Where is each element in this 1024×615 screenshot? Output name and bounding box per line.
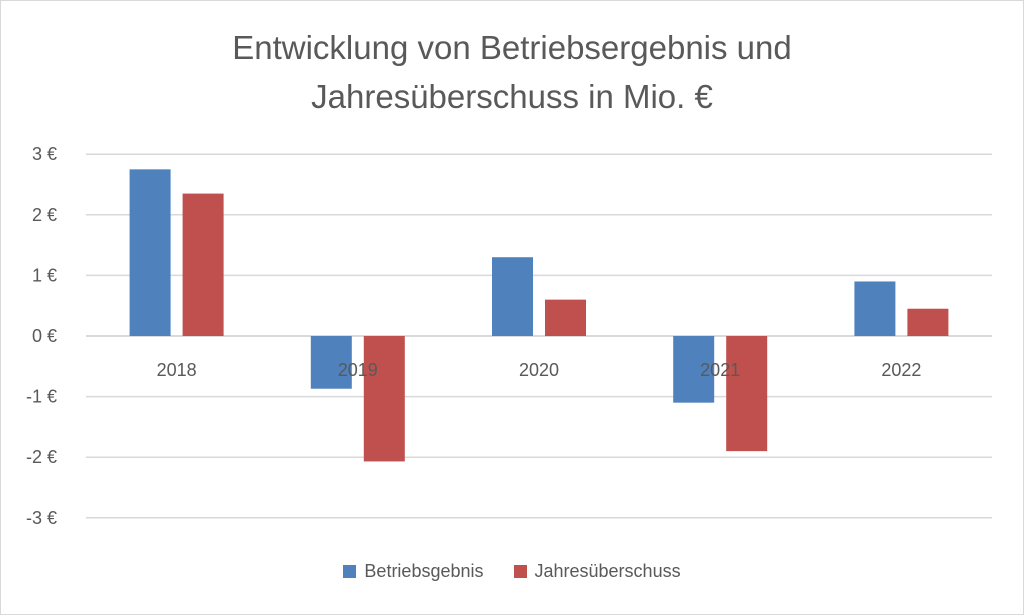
x-tick-label: 2022 bbox=[881, 360, 921, 380]
y-tick-label: 0 € bbox=[32, 326, 57, 346]
chart-title-line-1: Entwicklung von Betriebsergebnis und bbox=[232, 29, 792, 66]
y-tick-label: 3 € bbox=[32, 144, 57, 164]
legend-swatch bbox=[513, 565, 527, 578]
legend-swatch bbox=[343, 565, 357, 578]
bar-betriebsgebnis-2019 bbox=[310, 336, 352, 389]
bar-betriebsgebnis-2020 bbox=[492, 257, 533, 336]
bar-jahresueberschuss-2018 bbox=[182, 193, 224, 336]
bar-betriebsgebnis-2021 bbox=[673, 336, 715, 403]
y-tick-label: 2 € bbox=[32, 205, 57, 225]
x-tick-label: 2020 bbox=[519, 360, 559, 380]
bar-jahresueberschuss-2022 bbox=[907, 308, 949, 336]
y-tick-label: -3 € bbox=[26, 508, 57, 528]
chart-title-line-2: Jahresüberschuss in Mio. € bbox=[311, 78, 713, 115]
legend-item-jahresueberschuss: Jahresüberschuss bbox=[513, 561, 681, 582]
chart-legend: Betriebsgebnis Jahresüberschuss bbox=[0, 561, 1024, 582]
bar-jahresueberschuss-2021 bbox=[726, 336, 768, 452]
bar-betriebsgebnis-2022 bbox=[854, 281, 896, 336]
y-tick-label: -1 € bbox=[26, 387, 57, 407]
bar-jahresueberschuss-2020 bbox=[545, 299, 586, 336]
bar-betriebsgebnis-2018 bbox=[129, 169, 171, 336]
legend-item-betriebsgebnis: Betriebsgebnis bbox=[343, 561, 484, 582]
y-tick-label: 1 € bbox=[32, 265, 57, 285]
x-tick-label: 2018 bbox=[157, 360, 197, 380]
bar-jahresueberschuss-2019 bbox=[363, 336, 405, 462]
x-tick-label: 2019 bbox=[338, 360, 378, 380]
y-tick-label: -2 € bbox=[26, 447, 57, 467]
legend-label: Betriebsgebnis bbox=[364, 561, 484, 581]
legend-label: Jahresüberschuss bbox=[534, 561, 681, 581]
x-tick-label: 2021 bbox=[700, 360, 740, 380]
